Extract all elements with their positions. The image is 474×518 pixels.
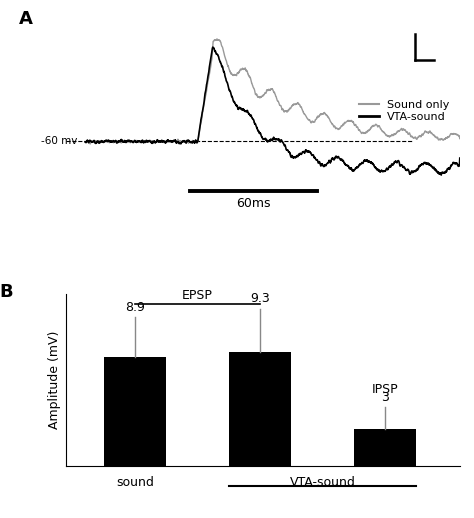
Text: A: A xyxy=(19,10,33,28)
Text: 9.3: 9.3 xyxy=(250,293,270,306)
Bar xyxy=(104,356,166,466)
Text: EPSP: EPSP xyxy=(182,290,213,303)
Text: 8.9: 8.9 xyxy=(125,301,145,314)
Text: -60 mv: -60 mv xyxy=(41,136,78,147)
Text: 3: 3 xyxy=(381,391,389,404)
Bar xyxy=(229,352,291,466)
Text: 60ms: 60ms xyxy=(237,197,271,210)
Text: IPSP: IPSP xyxy=(372,383,398,396)
Bar xyxy=(354,429,416,466)
Legend: Sound only, VTA-sound: Sound only, VTA-sound xyxy=(354,95,454,127)
Text: B: B xyxy=(0,283,13,301)
Y-axis label: Amplitude (mV): Amplitude (mV) xyxy=(48,331,61,429)
